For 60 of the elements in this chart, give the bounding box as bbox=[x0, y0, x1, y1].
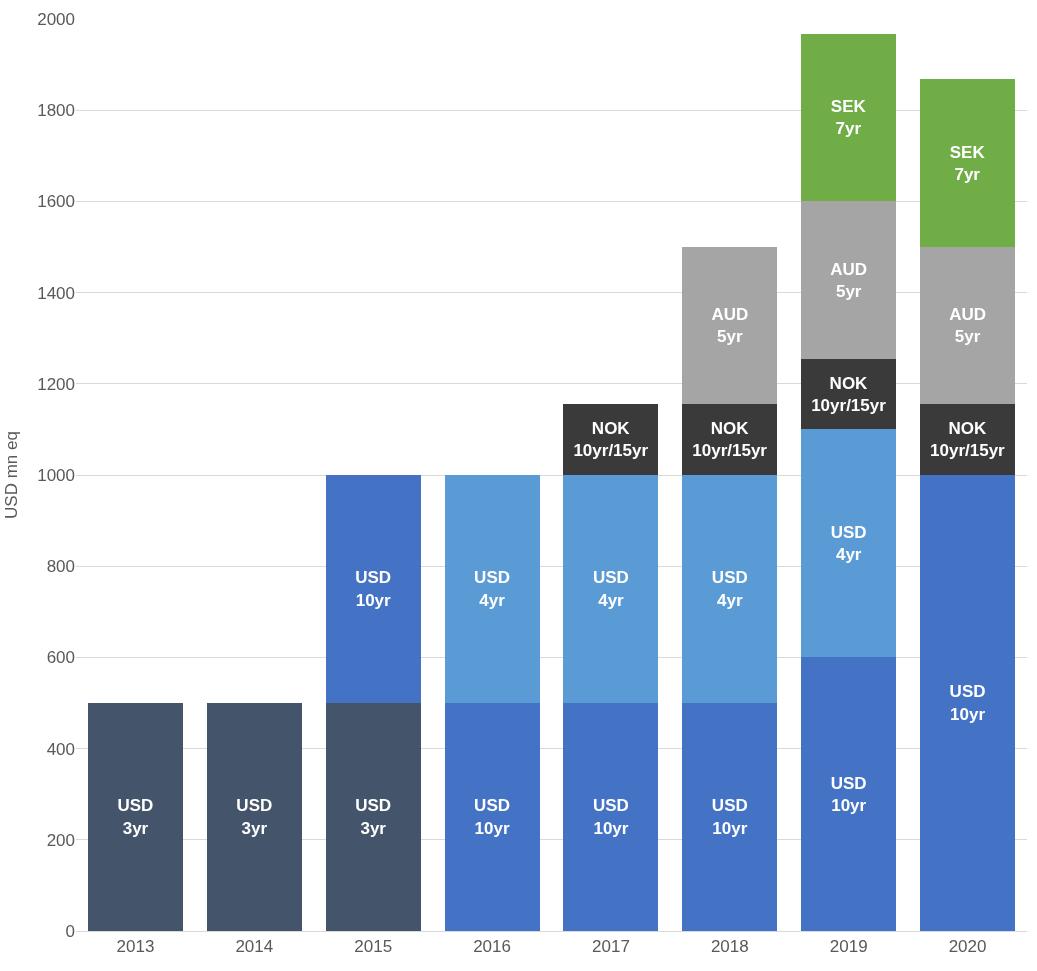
bar bbox=[682, 475, 778, 703]
y-axis-title: USD mn eq bbox=[1, 431, 21, 519]
y-tick-label: 0 bbox=[65, 921, 75, 941]
bar bbox=[444, 475, 540, 703]
series-label: USD 10yr bbox=[355, 568, 392, 610]
bar bbox=[87, 703, 183, 931]
bar bbox=[801, 201, 897, 359]
y-tick-label: 1600 bbox=[37, 192, 75, 212]
text: AUD 5yr bbox=[949, 305, 986, 347]
y-tick-label: 200 bbox=[46, 830, 75, 850]
x-tick-label: 2020 bbox=[948, 937, 987, 957]
bar bbox=[563, 475, 659, 703]
x-tick-label: 2015 bbox=[354, 937, 393, 957]
y-tick-label: 2000 bbox=[37, 9, 75, 29]
y-tick-label: 400 bbox=[46, 739, 75, 759]
bar bbox=[801, 33, 897, 202]
x-tick-label: 2016 bbox=[473, 937, 511, 957]
text: USD 10yr bbox=[474, 796, 511, 838]
text: USD 4yr bbox=[592, 568, 629, 610]
bar bbox=[682, 247, 778, 405]
text: NOK 10yr/15yr bbox=[811, 373, 886, 415]
bar bbox=[801, 657, 897, 931]
series-label: SEK 7yr bbox=[830, 96, 867, 139]
x-tick-label: 2013 bbox=[116, 937, 155, 957]
text: USD 4yr bbox=[830, 522, 867, 564]
text: NOK 10yr/15yr bbox=[692, 419, 767, 461]
bar bbox=[325, 475, 421, 703]
x-tick-label: 2019 bbox=[829, 937, 868, 957]
bar bbox=[920, 79, 1016, 247]
text: USD 3yr bbox=[355, 796, 392, 838]
text: USD 10yr bbox=[830, 773, 867, 815]
bar bbox=[682, 703, 778, 931]
bar bbox=[325, 703, 421, 931]
y-tick-label: 800 bbox=[46, 557, 75, 577]
y-tick-label: 1200 bbox=[37, 374, 75, 394]
series-label: AUD 5yr bbox=[711, 305, 749, 347]
text: USD 10yr bbox=[592, 796, 629, 838]
bar bbox=[801, 429, 897, 658]
series-label: USD 4yr bbox=[474, 568, 511, 610]
x-tick-label: 2018 bbox=[710, 937, 749, 957]
text: USD 3yr bbox=[236, 796, 273, 838]
series-label: NOK 10yr/15yr bbox=[573, 419, 649, 461]
x-tick-label: 2017 bbox=[592, 937, 630, 957]
x-tick-label: 2014 bbox=[235, 937, 274, 957]
y-tick-label: 1400 bbox=[37, 283, 75, 303]
text: USD 4yr bbox=[711, 568, 748, 610]
y-tick-label: 1000 bbox=[37, 465, 75, 485]
text: USD 10yr bbox=[711, 796, 748, 838]
bar bbox=[206, 703, 302, 931]
bar bbox=[444, 703, 540, 931]
text: USD 10yr bbox=[949, 682, 986, 724]
bar bbox=[920, 475, 1016, 931]
text: NOK 10yr/15yr bbox=[930, 419, 1005, 461]
text: SEK 7yr bbox=[949, 142, 985, 184]
bar bbox=[563, 703, 659, 931]
text: AUD 5yr bbox=[830, 259, 868, 301]
y-tick-label: 600 bbox=[46, 648, 75, 668]
series-label: USD 3yr bbox=[117, 796, 154, 838]
bar bbox=[920, 247, 1016, 405]
y-tick-label: 1800 bbox=[37, 101, 75, 121]
